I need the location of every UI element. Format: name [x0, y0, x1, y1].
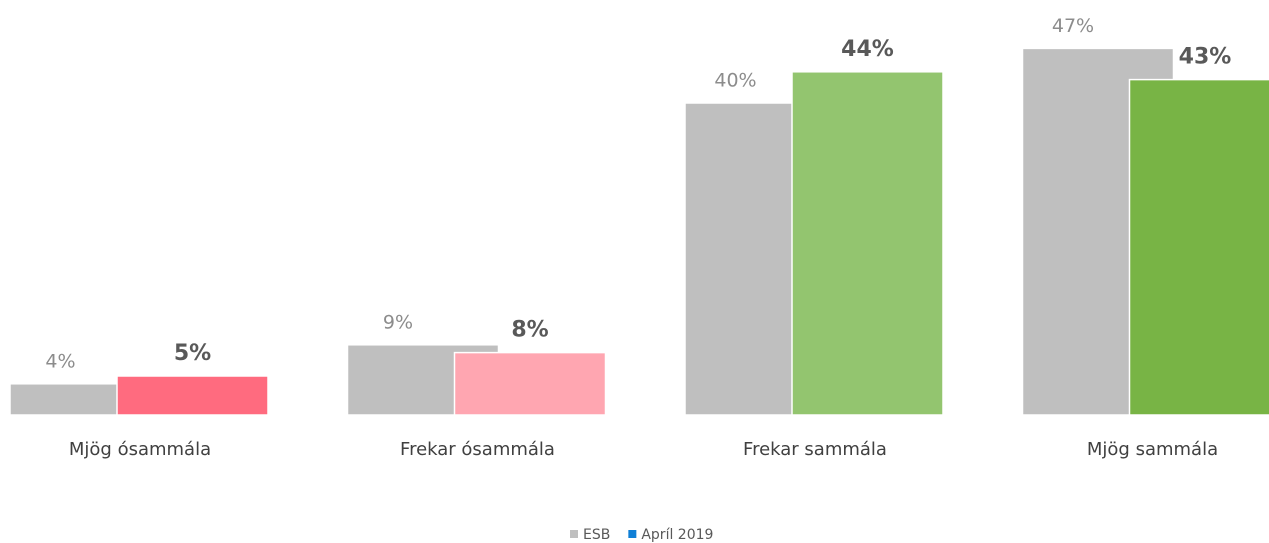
data-label: 5% [174, 341, 211, 366]
data-label: 44% [841, 37, 894, 62]
bar [116, 375, 269, 416]
x-tick-label: Mjög ósammála [69, 439, 211, 460]
x-tick-label: Frekar sammála [743, 439, 887, 460]
data-label: 47% [1052, 15, 1094, 37]
x-tick-label: Mjög sammála [1087, 439, 1218, 460]
legend-label: Apríl 2019 [641, 527, 713, 543]
data-label: 8% [511, 318, 548, 343]
data-label: 40% [714, 70, 756, 92]
bar [453, 351, 607, 416]
bar [791, 71, 944, 416]
legend-label: ESB [583, 527, 610, 543]
legend-swatch [570, 530, 578, 538]
data-label: 43% [1179, 45, 1232, 70]
data-label: 4% [45, 350, 75, 372]
data-label: 9% [383, 311, 413, 333]
bar [1128, 78, 1269, 416]
x-tick-label: Frekar ósammála [400, 439, 555, 460]
legend-swatch [628, 530, 637, 538]
